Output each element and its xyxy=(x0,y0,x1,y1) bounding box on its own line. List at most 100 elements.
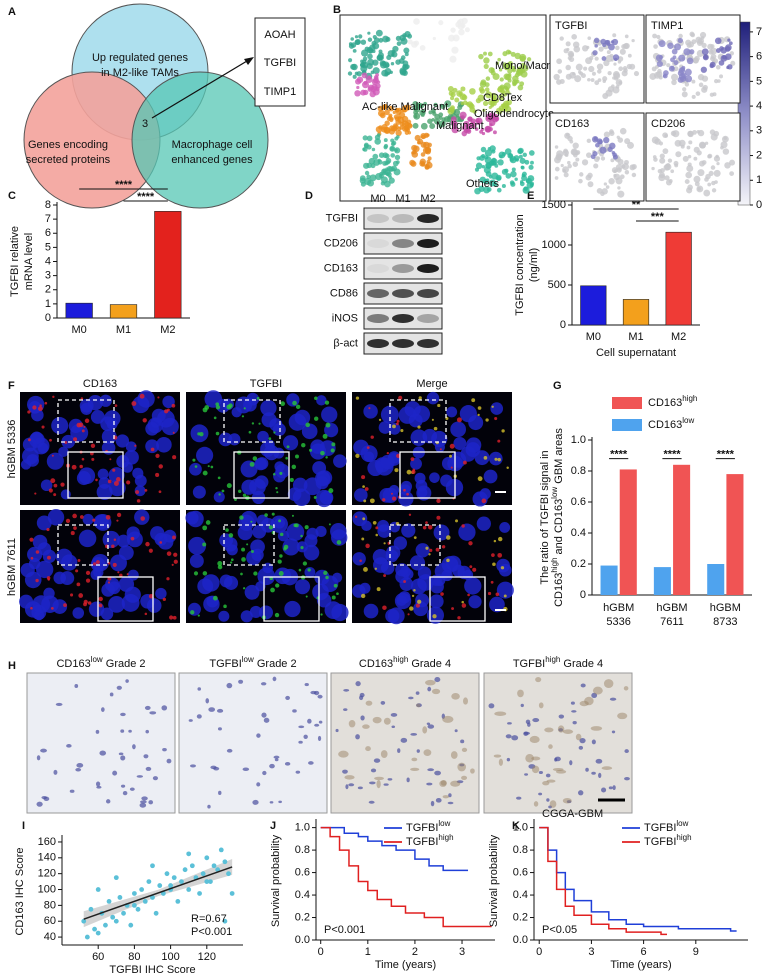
panel-letter: H xyxy=(8,660,16,672)
signal xyxy=(53,493,57,497)
significance-label: **** xyxy=(115,179,133,191)
text-run: TGFBI xyxy=(644,836,676,848)
cell-dot xyxy=(491,172,499,180)
nucleus xyxy=(380,405,399,424)
ihc-cell xyxy=(285,695,290,700)
cell-dot xyxy=(389,145,396,152)
signal xyxy=(173,552,178,557)
ihc-cell xyxy=(545,773,551,778)
cell-dot xyxy=(367,53,373,60)
cell-dot xyxy=(369,90,376,98)
cell-dot xyxy=(713,155,721,162)
ihc-cell xyxy=(314,723,320,727)
signal xyxy=(368,407,371,410)
ihc-cell xyxy=(205,698,210,704)
ihc-cell xyxy=(53,769,58,775)
nucleus xyxy=(359,582,371,594)
x-tick-label: M0 xyxy=(586,331,601,343)
text-run: Grade 4 xyxy=(408,658,451,670)
cell-dot xyxy=(391,53,395,57)
nucleus xyxy=(189,462,202,476)
cell-dot xyxy=(412,101,419,107)
cell-dot xyxy=(420,122,428,130)
signal xyxy=(253,571,258,576)
nucleus xyxy=(213,491,225,503)
cell-dot xyxy=(514,52,521,60)
signal xyxy=(50,478,56,484)
ihc-cell xyxy=(591,771,596,775)
ihc-cell xyxy=(269,763,275,769)
y-tick-label: 40 xyxy=(44,931,56,943)
signal xyxy=(53,483,58,488)
cell-dot xyxy=(412,122,419,129)
cell-dot xyxy=(484,87,490,92)
signal xyxy=(155,453,160,458)
blot-band xyxy=(367,214,389,223)
signal xyxy=(221,489,225,493)
cluster-label: Others xyxy=(466,178,500,190)
signal xyxy=(285,456,289,460)
ihc-stain xyxy=(498,758,504,766)
signal xyxy=(375,533,379,537)
legend-label: CD163high xyxy=(648,394,697,409)
signal xyxy=(60,482,65,487)
signal xyxy=(202,542,207,547)
ihc-stain xyxy=(601,766,613,770)
y-tick-label: 0.8 xyxy=(513,844,528,856)
nucleus xyxy=(258,605,273,620)
cell-dot xyxy=(438,124,443,129)
solid-box xyxy=(97,576,154,622)
nucleus xyxy=(257,567,276,586)
cell-dot xyxy=(453,108,461,116)
cell-dot xyxy=(443,116,451,123)
cell-dot xyxy=(420,162,426,167)
point xyxy=(218,847,224,853)
x-tick-label: 3 xyxy=(459,946,465,958)
cell-dot xyxy=(461,17,468,25)
bar xyxy=(109,304,138,319)
nucleus xyxy=(223,575,239,590)
nucleus xyxy=(453,437,467,451)
nucleus xyxy=(401,523,416,538)
signal xyxy=(217,564,223,570)
ihc-cell xyxy=(572,720,577,725)
cell-dot xyxy=(671,73,679,81)
blot-strip xyxy=(363,257,443,280)
cell-dot xyxy=(530,160,534,165)
legend-swatch xyxy=(612,419,642,431)
signal xyxy=(252,456,258,461)
cell-dot xyxy=(587,36,592,40)
nucleus xyxy=(315,489,333,508)
cell-dot xyxy=(615,84,620,89)
ihc-stain xyxy=(542,780,550,786)
signal xyxy=(228,533,234,538)
x-axis-label: TGFBI IHC Score xyxy=(109,964,195,974)
ihc-cell xyxy=(348,783,355,787)
signal xyxy=(268,437,272,440)
point xyxy=(135,906,141,912)
intersection-count: 3 xyxy=(142,118,148,130)
cell-dot xyxy=(476,120,481,125)
signal xyxy=(192,458,196,462)
legend-label: CD163low xyxy=(648,416,694,431)
ihc-cell xyxy=(162,747,167,752)
cell-dot xyxy=(384,109,390,116)
signal xyxy=(172,431,175,434)
signal xyxy=(113,538,117,541)
cell-dot xyxy=(575,150,581,155)
signal xyxy=(355,515,358,518)
cell-dot xyxy=(427,118,433,124)
cell-dot xyxy=(485,113,493,121)
ihc-cell xyxy=(387,778,393,781)
ihc-cell xyxy=(570,701,575,705)
ihc-cell xyxy=(76,763,84,768)
ihc-cell xyxy=(532,718,540,723)
cell-dot xyxy=(363,80,368,85)
cell-dot xyxy=(375,83,381,89)
cell-dot xyxy=(708,49,714,55)
ihc-image xyxy=(26,672,176,814)
cell-dot xyxy=(483,57,490,64)
cell-dot xyxy=(477,94,485,102)
cell-dot xyxy=(687,154,692,159)
